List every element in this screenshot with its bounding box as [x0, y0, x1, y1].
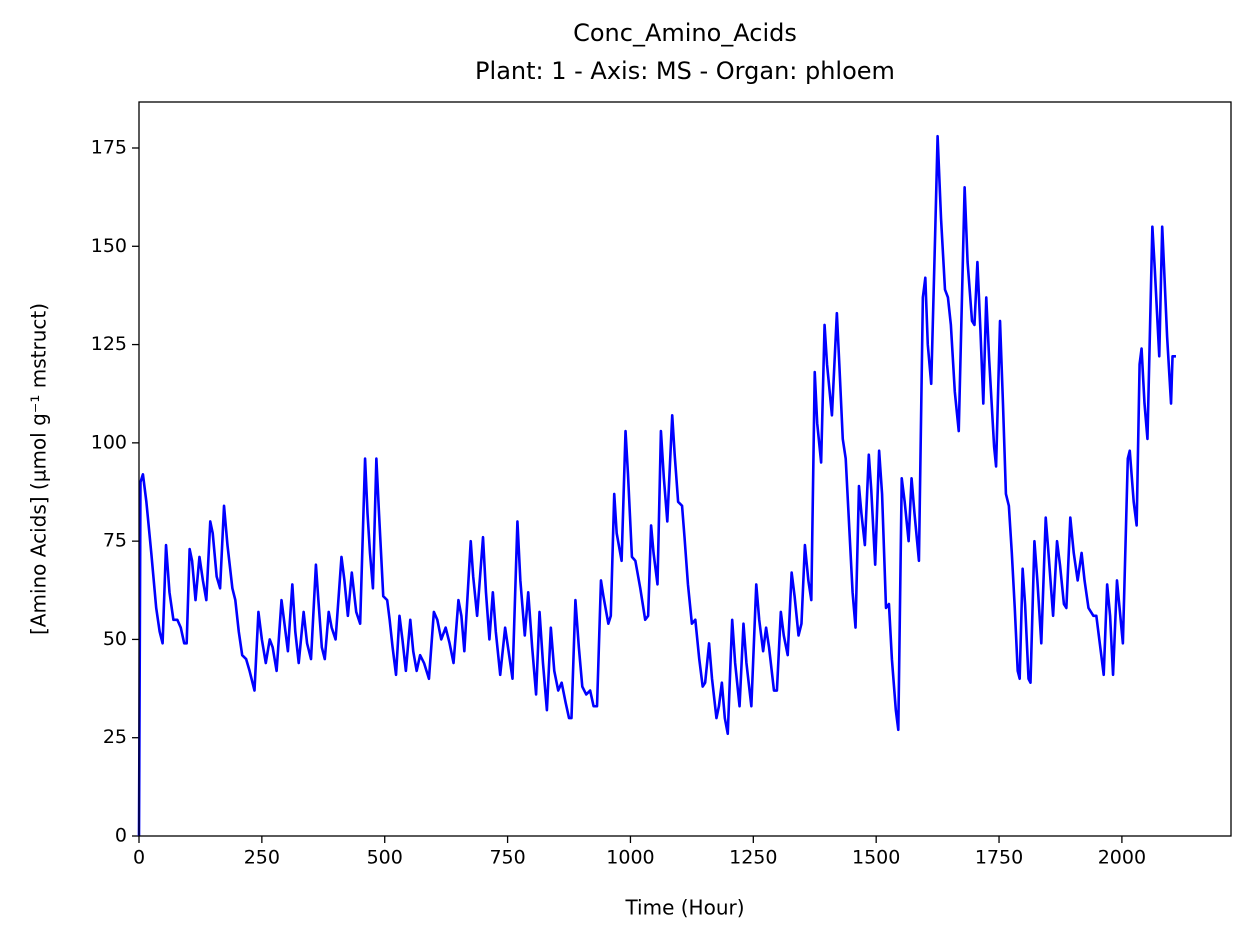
plot-frame: [138, 101, 1232, 837]
x-tick-label: 1250: [729, 847, 777, 869]
x-axis-label: Time (Hour): [624, 896, 744, 920]
y-tick-label: 25: [103, 726, 127, 748]
data-line: [137, 134, 1176, 837]
x-tick-label: 250: [244, 847, 280, 869]
x-tick-label: 2000: [1098, 847, 1146, 869]
y-tick-label: 100: [91, 431, 127, 453]
y-tick-label: 175: [91, 136, 127, 158]
y-tick-label: 150: [91, 235, 127, 257]
x-tick-label: 1750: [975, 847, 1023, 869]
y-tick-label: 0: [115, 825, 127, 847]
x-tick-label: 0: [133, 847, 145, 869]
y-tick-label: 75: [103, 530, 127, 552]
y-tick-label: 50: [103, 628, 127, 650]
y-axis-label: [Amino Acids] (µmol g⁻¹ mstruct): [27, 303, 51, 635]
x-tick-label: 500: [367, 847, 403, 869]
chart-subtitle: Plant: 1 - Axis: MS - Organ: phloem: [475, 57, 895, 85]
y-tick-label: 125: [91, 333, 127, 355]
chart-title: Conc_Amino_Acids: [573, 19, 797, 47]
x-tick-label: 1000: [606, 847, 654, 869]
x-tick-label: 750: [489, 847, 525, 869]
x-tick-label: 1500: [852, 847, 900, 869]
